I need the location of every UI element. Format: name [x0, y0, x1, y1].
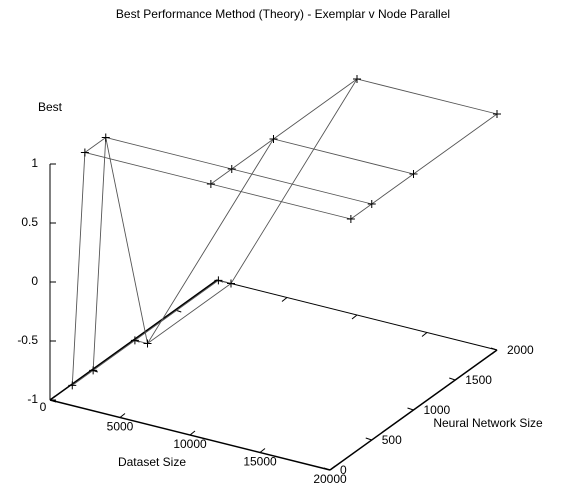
- chart-title: Best Performance Method (Theory) - Exemp…: [116, 7, 450, 21]
- z-tick-label: 0.5: [21, 215, 38, 229]
- y-tick-label: 2000: [507, 343, 534, 357]
- point-marker: [130, 336, 139, 345]
- y-tick: [407, 407, 414, 411]
- point-marker: [269, 135, 278, 143]
- y-tick: [490, 347, 498, 351]
- x-tick-label: 5000: [107, 420, 134, 434]
- x-tick: [281, 297, 288, 302]
- z-tick-label: 0: [31, 274, 38, 288]
- y-tick-label: 0: [340, 463, 347, 477]
- x-axis-label: Dataset Size: [118, 455, 186, 469]
- point-marker: [68, 381, 77, 390]
- surface-line: [71, 151, 351, 386]
- x-tick: [329, 465, 336, 471]
- z-tick-label: -0.5: [17, 333, 38, 347]
- x-tick: [351, 314, 358, 320]
- point-marker: [143, 339, 152, 348]
- z-tick-label: 1: [31, 156, 38, 170]
- x-tick-label: 20000: [313, 472, 347, 483]
- x-tick: [491, 349, 498, 355]
- x-tick: [49, 395, 56, 401]
- x-tick: [119, 413, 126, 418]
- point-marker: [346, 215, 355, 223]
- surface-line: [134, 138, 414, 345]
- point-marker: [493, 110, 501, 118]
- y-tick: [449, 377, 456, 381]
- y-axis-label: Neural Network Size: [433, 416, 543, 430]
- point-marker: [353, 75, 361, 83]
- z-axis-label: Best: [38, 100, 63, 114]
- surface-line: [350, 113, 498, 220]
- point-marker: [206, 180, 215, 188]
- y-tick-label: 500: [382, 433, 402, 447]
- point-marker: [227, 279, 235, 288]
- x-tick-label: 0: [40, 400, 47, 414]
- surface-line: [72, 279, 219, 386]
- x-tick: [189, 430, 196, 436]
- point-marker: [367, 200, 376, 208]
- surface-line: [84, 136, 232, 345]
- x-tick-label: 10000: [173, 437, 207, 451]
- y-tick: [323, 467, 331, 471]
- point-marker: [214, 276, 223, 285]
- point-marker: [409, 170, 418, 178]
- surface-line: [218, 78, 498, 285]
- y-tick: [365, 437, 372, 441]
- x-tick: [259, 448, 266, 453]
- surface-line: [210, 78, 358, 185]
- z-tick-label: -1: [27, 392, 38, 406]
- point-marker: [80, 148, 89, 157]
- surface-line: [92, 136, 372, 371]
- y-tick-label: 1000: [424, 403, 451, 417]
- x-tick-label: 15000: [243, 455, 277, 469]
- y-tick-label: 1500: [465, 373, 492, 387]
- x-tick: [421, 332, 428, 337]
- point-marker: [89, 366, 98, 375]
- point-marker: [227, 165, 236, 173]
- point-marker: [101, 133, 110, 142]
